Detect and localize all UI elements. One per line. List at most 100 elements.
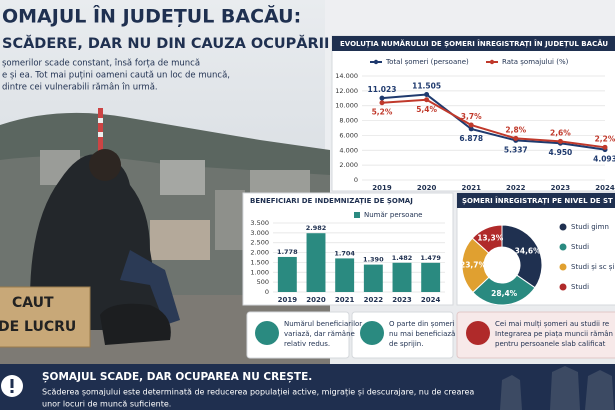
legend-label: Studi <box>571 243 589 251</box>
y-tick-label: 3.500 <box>250 219 269 227</box>
info-icon <box>255 321 279 345</box>
y-tick-label: 10.000 <box>335 102 358 110</box>
info-icon <box>360 321 384 345</box>
info-text: Cei mai mulți șomeri au studii re <box>495 320 609 329</box>
building <box>215 190 245 250</box>
info-text: relativ redus. <box>284 340 330 348</box>
info-text: de sprijin. <box>389 340 423 348</box>
x-tick-label: 2021 <box>335 296 355 304</box>
sign-text: CAUT <box>12 295 54 311</box>
bar <box>306 233 326 292</box>
chart-title: BENEFICIARI DE INDEMNIZAȚIE DE ȘOMAJ <box>250 197 413 206</box>
sign-text: DE LUCRU <box>0 319 76 335</box>
data-label: 11.505 <box>412 82 441 91</box>
bar <box>277 256 297 292</box>
point <box>513 135 519 141</box>
title: OMAJUL ÎN JUDEȚUL BACĂU: <box>2 4 301 28</box>
warning-mark <box>10 379 14 388</box>
chimney-stripe <box>98 118 103 123</box>
y-tick-label: 500 <box>257 278 269 286</box>
building <box>160 160 205 195</box>
person <box>30 154 160 330</box>
info-text: pentru persoanele slab calificat <box>495 340 606 348</box>
data-label: 2,6% <box>550 128 571 137</box>
x-tick-label: 2020 <box>417 184 437 192</box>
x-tick-label: 2022 <box>364 296 384 304</box>
x-tick-label: 2024 <box>595 184 615 192</box>
bar <box>335 258 355 292</box>
legend-label: Studi și sc și me <box>571 263 615 271</box>
bar <box>363 264 383 292</box>
y-tick-label: 2.000 <box>339 161 358 169</box>
point <box>424 97 430 103</box>
legend-marker <box>373 59 379 65</box>
x-tick-label: 2020 <box>306 296 326 304</box>
point <box>468 126 474 132</box>
intro-text: dintre cei vulnerabili rămân în urmă. <box>2 83 158 93</box>
footer-title: ȘOMAJUL SCADE, DAR OCUPAREA NU CREȘTE. <box>42 371 312 383</box>
series-line <box>381 93 606 151</box>
y-tick-label: 6.000 <box>339 131 358 139</box>
y-tick-label: 8.000 <box>339 117 358 125</box>
info-text: O parte din șomeri <box>389 320 455 328</box>
data-label: 1.390 <box>363 256 384 264</box>
data-label: 1.482 <box>392 254 413 262</box>
data-label: 2,8% <box>505 125 526 134</box>
data-label: 5,2% <box>372 108 393 117</box>
info-icon <box>466 321 490 345</box>
data-label: 5,4% <box>416 105 437 114</box>
chimney <box>98 108 103 153</box>
info-box <box>456 311 615 359</box>
legend-marker <box>559 243 567 251</box>
data-label: 1.778 <box>277 248 298 256</box>
y-tick-label: 1.500 <box>250 258 269 266</box>
legend-marker <box>559 263 567 271</box>
data-label: 1.704 <box>334 249 355 257</box>
pie-slice <box>501 224 543 289</box>
chart-header <box>332 36 615 51</box>
data-label: 13,3% <box>477 233 504 242</box>
subtitle: SCĂDERE, DAR NU DIN CAUZA OCUPĂRII <box>2 34 329 52</box>
y-tick-label: 4.000 <box>339 146 358 154</box>
data-label: 1.479 <box>420 254 441 262</box>
legend-marker <box>489 59 495 65</box>
y-tick-label: 1.000 <box>250 268 269 276</box>
building <box>150 220 210 260</box>
crowd <box>500 366 614 410</box>
x-tick-label: 2019 <box>372 184 392 192</box>
data-label: 34,6% <box>515 247 542 256</box>
legend-marker <box>354 212 360 218</box>
pie-slice <box>471 224 503 254</box>
x-tick-label: 2023 <box>551 184 571 192</box>
info-text: Numărul beneficiarilor <box>284 320 362 328</box>
sign <box>0 286 91 348</box>
point <box>468 122 474 128</box>
data-label: 2,2% <box>595 134 615 143</box>
y-tick-label: 0 <box>265 288 269 296</box>
y-tick-label: 2.000 <box>250 249 269 257</box>
x-tick-label: 2024 <box>421 296 441 304</box>
x-tick-label: 2021 <box>461 184 481 192</box>
bar <box>421 262 441 292</box>
y-tick-label: 2.500 <box>250 239 269 247</box>
legend-label: Rata șomajului (%) <box>502 58 569 66</box>
data-label: 3,7% <box>461 112 482 121</box>
data-label: 6.878 <box>459 134 483 143</box>
x-tick-label: 2022 <box>506 184 526 192</box>
x-tick-label: 2023 <box>392 296 412 304</box>
x-tick-label: 2019 <box>278 296 298 304</box>
person-legs <box>120 250 180 325</box>
footer-text: Scăderea șomajului este determinată de r… <box>42 388 474 398</box>
legend-label: Total șomeri (persoane) <box>385 58 469 66</box>
info-text: Integrarea pe piața muncii rămân <box>495 330 613 339</box>
y-tick-label: 14.000 <box>335 72 358 80</box>
legend-label: Număr persoane <box>364 211 422 219</box>
legend-marker <box>559 283 567 291</box>
chart-header <box>457 193 615 208</box>
chart-title: ȘOMERI ÎNREGISTRAȚI PE NIVEL DE ST <box>462 196 613 206</box>
data-label: 4.950 <box>549 148 573 157</box>
intro-text: e și ea. Tot mai puțini oameni caută un … <box>2 71 230 81</box>
chimney-stripe <box>98 132 103 137</box>
point <box>379 95 385 101</box>
person-head <box>89 149 121 181</box>
